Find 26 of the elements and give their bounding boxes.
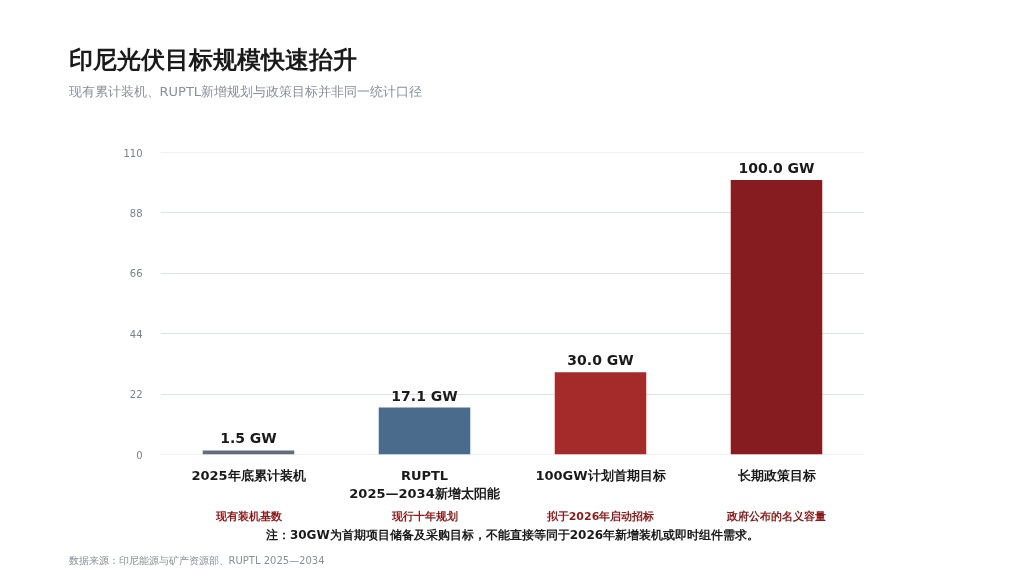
bar (554, 372, 647, 455)
data-label: 17.1 GW (391, 387, 458, 404)
text: 注：30GW为首期项目储备及采购目标，不能直接等同于2026年新增装机或即时组件需求。 (264, 527, 760, 542)
text: 拟于2026年启动招标 (545, 509, 655, 523)
bar (202, 450, 295, 455)
y-tick-label: 88 (129, 207, 143, 219)
chart-title: 印尼光伏目标规模快速抬升 (68, 46, 357, 74)
text: 现有装机基数 (214, 509, 283, 523)
chart-subtitle: 现有累计装机、RUPTL新增规划与政策目标并非同一统计口径 (68, 83, 423, 99)
y-tick-label: 22 (129, 389, 143, 401)
y-tick-label: 110 (123, 147, 143, 159)
y-tick-label: 44 (129, 328, 143, 340)
source-note: 数据来源：印尼能源与矿产资源部、RUPTL 2025—2034 (68, 554, 325, 566)
text: 现行十年规划 (390, 509, 458, 523)
data-label: 100.0 GW (738, 159, 815, 176)
bar (378, 407, 471, 455)
x-tick-label: RUPTL 2025—2034新增太阳能 (349, 467, 501, 501)
y-tick-label: 66 (129, 268, 143, 280)
x-tick-label: 100GW计划首期目标 (535, 467, 666, 483)
bar (730, 179, 823, 455)
x-tick-label: 长期政策目标 (736, 467, 816, 483)
x-tick-label: 2025年底累计装机 (191, 467, 306, 483)
text: 政府公布的名义容量 (726, 509, 826, 523)
y-tick-label: 0 (136, 449, 143, 461)
data-label: 1.5 GW (220, 430, 277, 447)
data-label: 30.0 GW (567, 352, 634, 369)
